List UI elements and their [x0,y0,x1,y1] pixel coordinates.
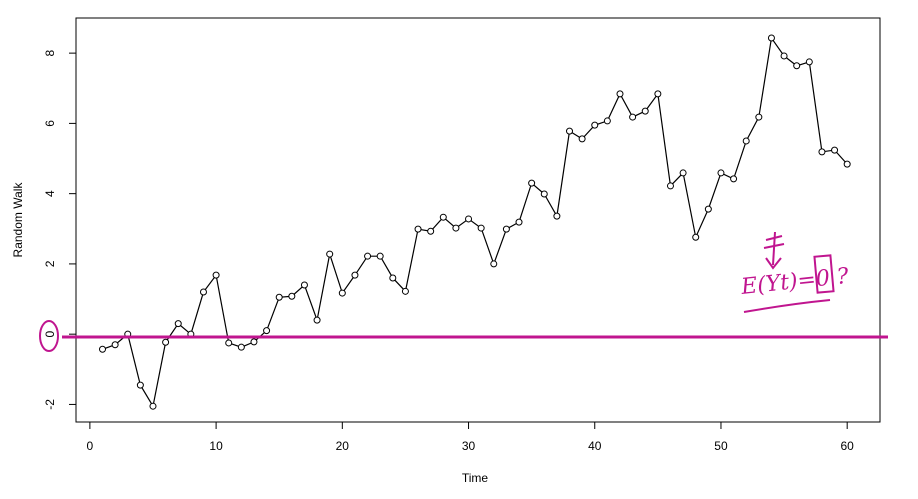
point [477,224,485,232]
point [389,274,397,282]
x-tick-label: 0 [87,439,94,453]
point [591,121,599,129]
point [641,107,649,115]
point [250,338,258,346]
point [237,343,245,351]
point [566,127,574,135]
point [149,402,157,410]
point [225,339,233,347]
x-tick-label: 30 [462,439,476,453]
point [326,250,334,258]
point [338,289,346,297]
point [465,215,473,223]
point [162,338,170,346]
point [629,113,637,121]
point [767,34,775,42]
point [515,218,523,226]
plot-box [75,17,881,423]
x-tick-label: 50 [714,439,728,453]
point [275,293,283,301]
point [136,381,144,389]
x-tick-label: 60 [841,439,855,453]
point [578,135,586,143]
x-tick-label: 40 [588,439,602,453]
point [742,137,750,145]
point [730,175,738,183]
arrow-scribble [743,231,835,313]
point [174,320,182,328]
y-tick-label: 8 [43,49,57,56]
point [704,205,712,213]
point [540,190,548,198]
point [351,271,359,279]
point [666,182,674,190]
point [439,213,447,221]
point [528,179,536,187]
point [843,160,851,168]
y-tick-label: -2 [43,399,57,410]
point [502,225,510,233]
point [452,224,460,232]
tick-circle [39,320,59,352]
point [427,227,435,235]
point [99,345,107,353]
x-tick-label: 10 [209,439,223,453]
point [692,233,700,241]
point [553,212,561,220]
point [755,113,763,121]
point [780,52,788,60]
y-tick-label: 2 [43,260,57,267]
point [300,281,308,289]
point [401,287,409,295]
point [831,146,839,154]
point [288,292,296,300]
point [616,90,624,98]
y-tick-label: 0 [43,331,57,338]
point [717,169,725,177]
point [111,341,119,349]
y-tick-label: 4 [43,190,57,197]
point [654,90,662,98]
point [364,252,372,260]
y-tick-label: 6 [43,120,57,127]
point [603,117,611,125]
point [212,271,220,279]
point [313,316,321,324]
x-tick-label: 20 [336,439,350,453]
point [490,260,498,268]
point [199,288,207,296]
point [793,62,801,70]
point [818,148,826,156]
point [263,327,271,335]
point [679,169,687,177]
y-axis-label: Random Walk [11,182,25,258]
series-line [102,36,848,408]
annotation: E(Yt)=0 ? [739,264,850,300]
point [414,225,422,233]
point [805,58,813,66]
point [376,252,384,260]
x-axis-label: Time [462,471,489,485]
